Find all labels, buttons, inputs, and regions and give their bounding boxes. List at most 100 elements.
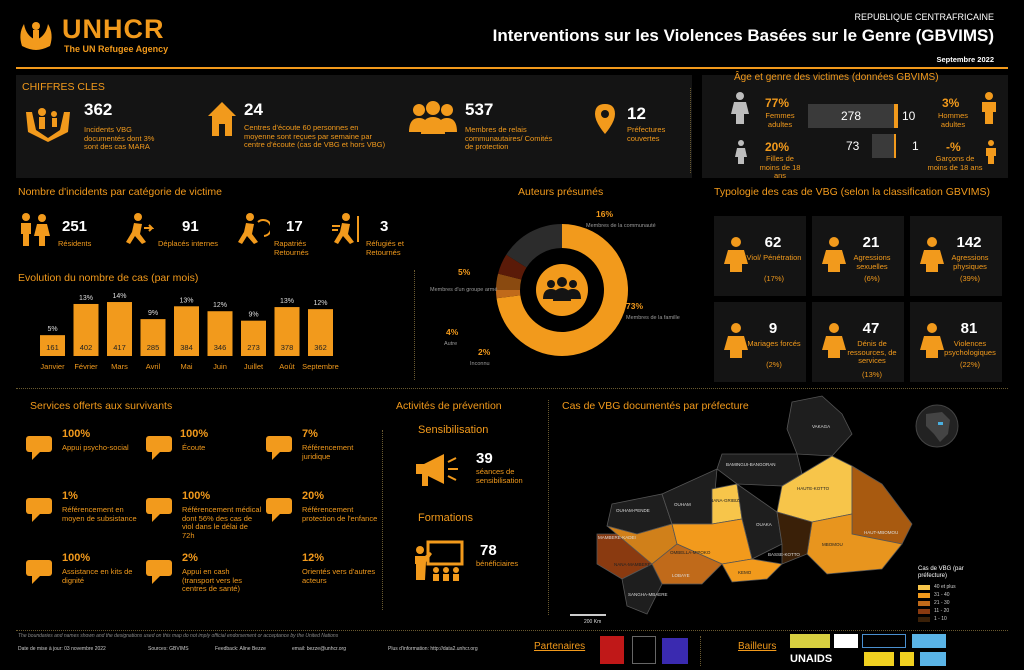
legend-swatch [918, 601, 930, 606]
donut-slice [498, 254, 527, 280]
category-label: Rapatriés Retournés [274, 239, 309, 257]
service-value: 100% [182, 490, 211, 502]
service-label: Écoute [182, 443, 206, 452]
service-item: 100% Référencement médical dont 56% des … [144, 490, 262, 550]
legend-swatch [918, 617, 930, 622]
bar-category-label: Janvier [40, 362, 65, 371]
bar-pct-label: 9% [148, 310, 158, 317]
bar-mai [174, 306, 199, 356]
typology-value: 21 [862, 234, 880, 251]
divider [690, 88, 691, 173]
bar-pct-label: 5% [47, 326, 57, 333]
category-idps: 91 Déplacés internes [118, 212, 233, 262]
psychological-violence-icon [920, 323, 944, 358]
bar-pct-label: 9% [248, 312, 258, 319]
physical-violence-icon [920, 237, 944, 272]
boys-pct: -% [946, 140, 961, 154]
prefecture-sangha [621, 563, 663, 615]
kpi-label: Membres de relais communautaires/ Comité… [465, 125, 553, 152]
service-label: Appui en cash (transport vers les centre… [182, 567, 243, 594]
donor-logo-unaids: UNAIDS [790, 653, 833, 665]
typology-item: 62 Viol/ Pénétration (17%) [714, 216, 806, 296]
legend-label: 11 - 20 [934, 608, 950, 614]
bar-value-label: 402 [80, 343, 93, 352]
bar-value-label: 417 [113, 343, 126, 352]
footer-email[interactable]: email: bezze@unhcr.org [292, 646, 346, 652]
bar-septembre [308, 309, 333, 356]
footer-more[interactable]: Plus d'information: http://data2.unhcr.o… [388, 646, 478, 652]
kpi-label: Préfectures couvertes [627, 125, 666, 143]
typology-pct: (13%) [861, 370, 882, 379]
typology-value: 142 [956, 234, 982, 251]
sensibilisation-title: Sensibilisation [418, 424, 489, 436]
footer-sources: Sources: GBVIMS [148, 646, 189, 652]
bar-avril [140, 319, 166, 356]
prefecture-label: OMBELLA-M'POKO [670, 550, 711, 555]
unhcr-logo: UNHCR The UN Refugee Agency [16, 14, 186, 58]
category-residents: 251 Résidents [18, 212, 118, 262]
training-icon [415, 540, 464, 581]
prefecture-label: OUAKA [756, 522, 772, 527]
scale-label: 200 Km [584, 619, 602, 625]
authors-title: Auteurs présumés [518, 186, 604, 198]
services-title: Services offerts aux survivants [30, 400, 173, 412]
car-prefecture-map: VAKAGA BAMINGUI-BANGORAN HAUTE-KOTTO OUH… [596, 395, 913, 615]
typology-item: 9 Mariages forcés (2%) [714, 302, 806, 382]
donut-pct-label: 2% [478, 347, 491, 357]
monthly-bar-chart: 161 5% Janvier 402 13% Février 417 14% Mars 285 9%… [40, 293, 339, 371]
bar-août [274, 307, 300, 356]
key-figures-panel [16, 75, 692, 178]
typology-value: 47 [862, 320, 880, 337]
box-icon [26, 560, 52, 584]
bar-value-label: 384 [180, 343, 193, 352]
footer-updated: Date de mise à jour: 03 novembre 2022 [18, 646, 106, 652]
refugee-icon [332, 213, 359, 244]
women-bar [808, 104, 894, 128]
prefecture-label: OUHAM [674, 502, 691, 507]
donut-slice [496, 273, 522, 290]
prefecture-label: MAMBERE-KADEI [598, 535, 636, 540]
typology-value: 62 [764, 234, 782, 251]
prefecture-ouham [661, 468, 718, 525]
typology-pct: (39%) [959, 274, 980, 283]
prefecture-label: NANA-GRIBIZI [710, 498, 740, 503]
service-label: Référencement en moyen de subsistance [62, 505, 137, 523]
kpi-prefectures: 12 Préfectures couvertes [595, 104, 690, 174]
key-figures-title: CHIFFRES CLES [22, 81, 105, 93]
divider [414, 270, 415, 380]
hands-family-icon [26, 108, 70, 142]
bar-juillet [241, 320, 266, 356]
service-item: 100% Écoute [144, 428, 262, 488]
report-date: Septembre 2022 [936, 55, 994, 64]
girls-count: 73 [846, 139, 860, 153]
bar-pct-label: 13% [79, 295, 93, 302]
service-item: 1% Référencement en moyen de subsistance [24, 490, 142, 550]
africa-inset-icon [915, 404, 959, 448]
typology-label: Mariages forcés [747, 339, 801, 348]
prefecture-label: NANA-MAMBERE [614, 562, 651, 567]
donut-category-label: Inconnu [470, 361, 490, 367]
divider [548, 400, 549, 615]
bar-pct-label: 13% [179, 297, 193, 304]
bar-janvier [40, 335, 65, 356]
listening-icon [146, 436, 172, 460]
prefecture-label: BAMINGUI-BANGORAN [726, 462, 776, 467]
service-value: 7% [302, 428, 318, 440]
authors-donut-chart: 73% Membres de la famille 16% Membres de la… [430, 209, 680, 367]
kpi-relays: 537 Membres de relais communautaires/ Co… [407, 100, 577, 170]
typology-grid: 62 Viol/ Pénétration (17%) 21 Agressions… [714, 216, 1008, 382]
chat-icon [26, 436, 52, 460]
service-label: Référencement médical dont 56% des cas d… [182, 505, 262, 540]
typology-pct: (22%) [959, 360, 980, 369]
child-protection-icon [266, 498, 292, 522]
prefecture-label: HAUTE-KOTTO [797, 486, 830, 491]
donut-category-label: Autre [444, 341, 457, 347]
legend-swatch [918, 609, 930, 614]
donor-logo [900, 652, 914, 666]
map-legend: 40 et plus 31 - 40 21 - 30 11 - 20 1 - 1… [918, 584, 978, 624]
bar-pct-label: 12% [313, 300, 327, 307]
map-title: Cas de VBG documentés par préfecture [562, 400, 749, 412]
typology-pct: (6%) [864, 274, 880, 283]
legend-item: 31 - 40 [918, 592, 978, 600]
service-label: Référencement juridique [302, 443, 354, 461]
